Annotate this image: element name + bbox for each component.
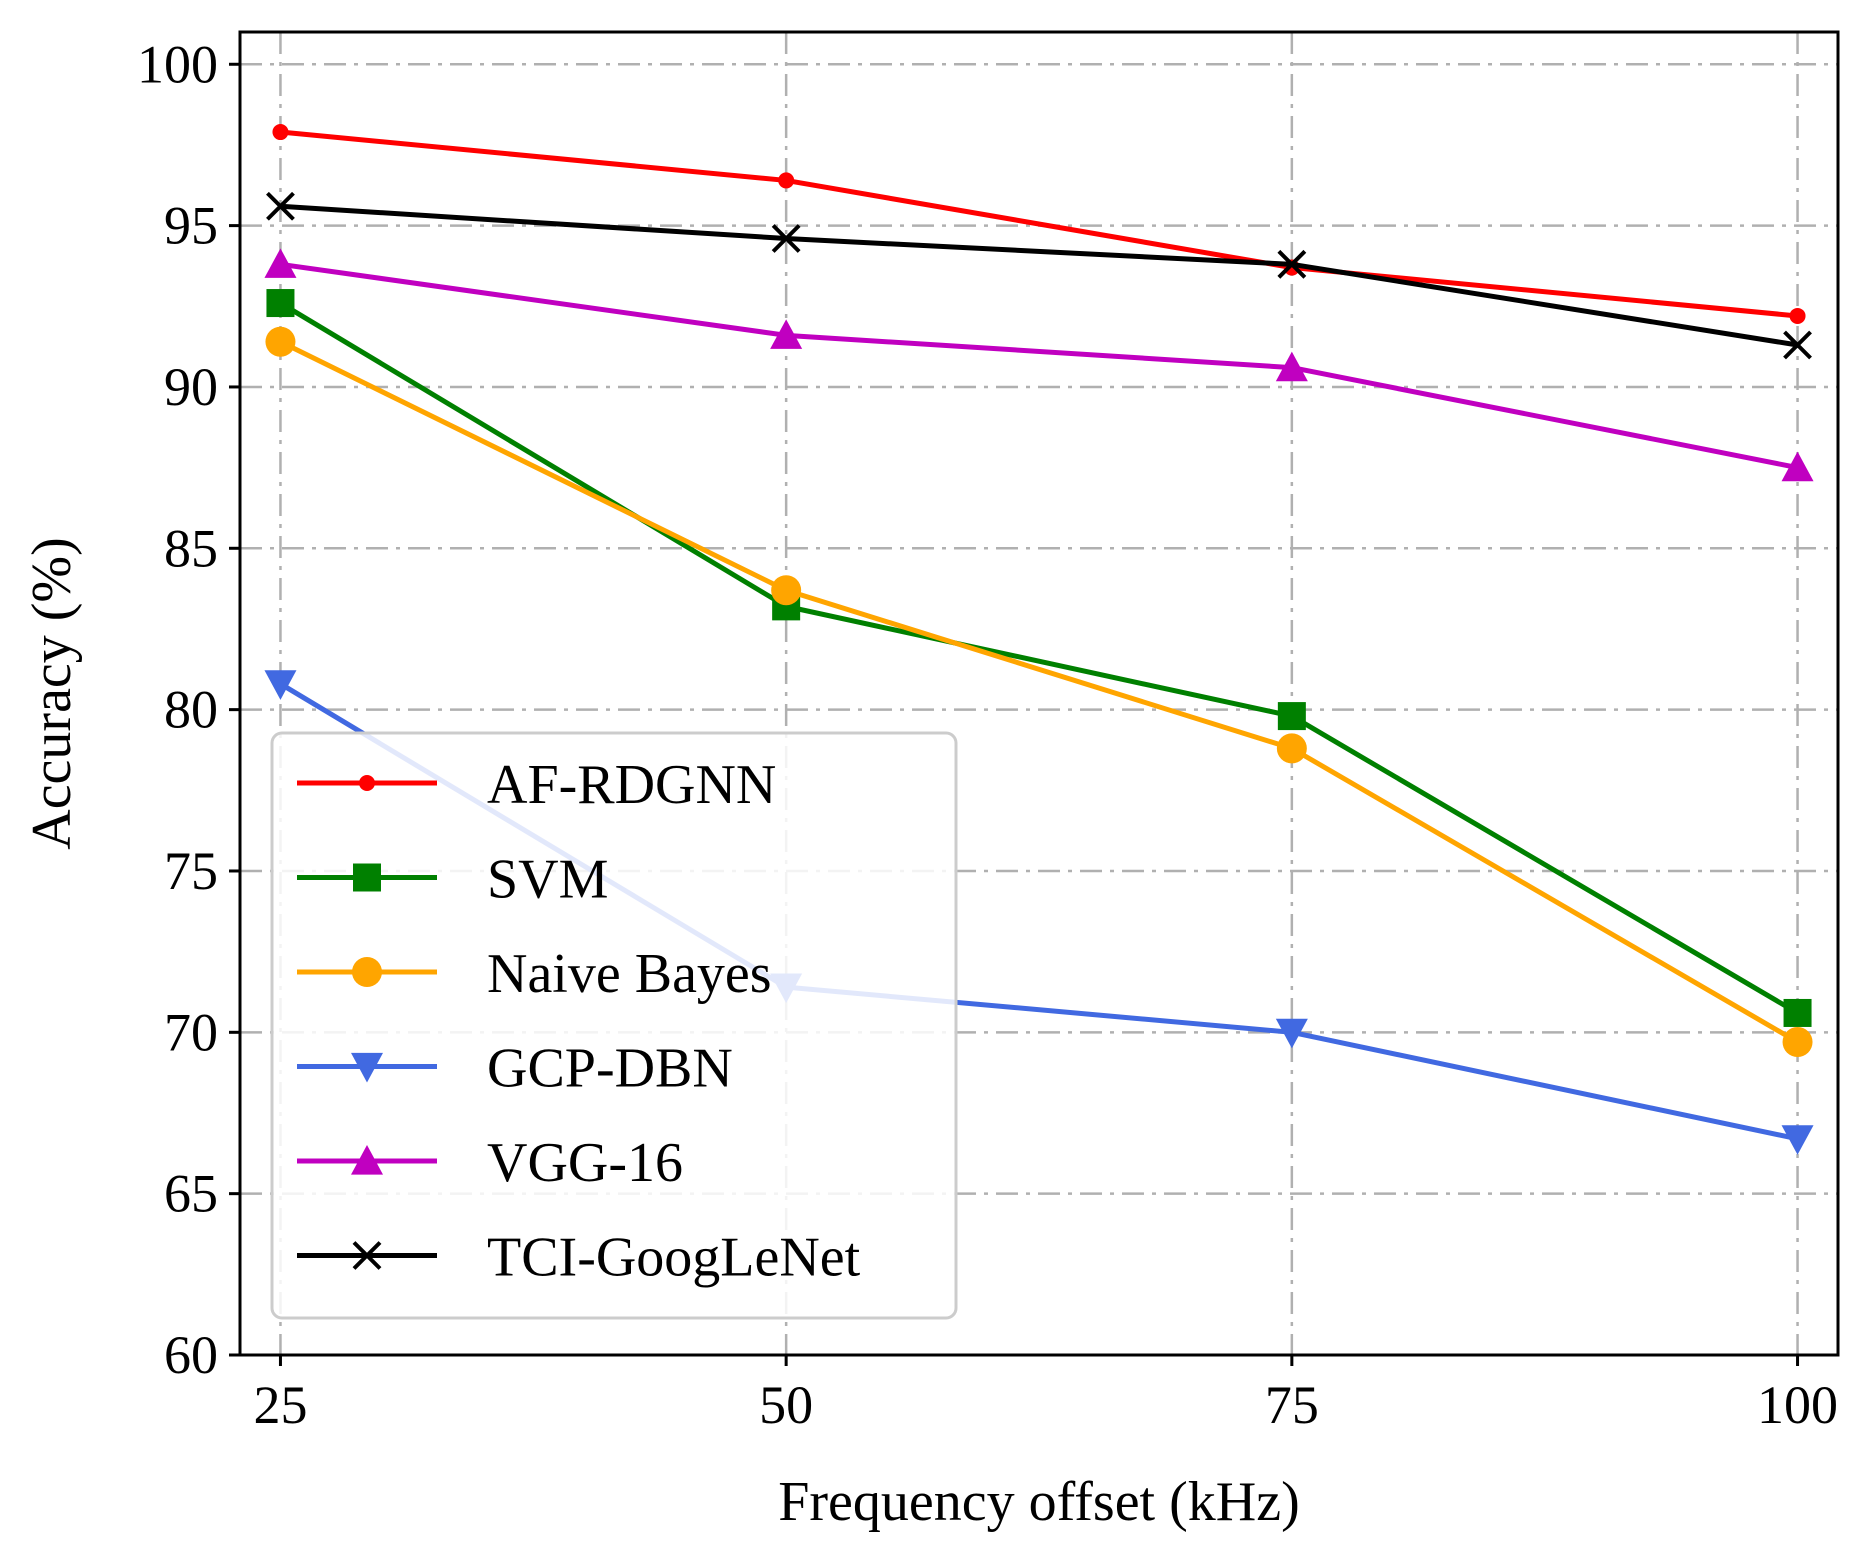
legend-entry-gcp-dbn: GCP-DBN <box>297 1038 733 1100</box>
x-tick-label: 25 <box>253 1375 307 1435</box>
series-vgg-16 <box>264 248 1814 482</box>
data-point-vgg-16 <box>1781 451 1814 482</box>
data-point-naive-bayes <box>771 575 802 606</box>
series-line-af-rdgnn <box>280 129 1798 319</box>
ticks: 25 50 75 100 60 65 70 75 80 85 90 95 100 <box>137 34 1838 1435</box>
plot-frame <box>238 30 1840 1357</box>
series-line-svm <box>279 300 1799 1016</box>
data-point-svm <box>1783 998 1812 1027</box>
series-line-naive-bayes <box>279 339 1799 1045</box>
y-tick-label: 70 <box>164 1002 218 1062</box>
legend: AF-RDGNN SVM Naive Bayes GCP-DBN VGG-16 TCI-G… <box>270 731 958 1320</box>
data-point-svm <box>266 289 295 318</box>
data-point-tci-googlenet <box>266 191 295 221</box>
x-tick-label: 75 <box>1265 1375 1319 1435</box>
x-axis-label: Frequency offset (kHz) <box>778 1471 1299 1533</box>
data-point-naive-bayes <box>1782 1026 1813 1057</box>
data-point-gcp-dbn <box>1275 1018 1308 1049</box>
data-point-tci-googlenet <box>771 224 801 253</box>
y-tick-label: 60 <box>164 1325 218 1385</box>
legend-marker-svm <box>353 863 381 892</box>
legend-label: VGG-16 <box>487 1132 683 1194</box>
data-point-tci-googlenet <box>1783 330 1812 360</box>
data-point-af-rdgnn <box>1789 307 1806 324</box>
legend-entry-naive-bayes: Naive Bayes <box>297 943 772 1005</box>
x-tick-label: 50 <box>759 1375 813 1435</box>
legend-label: SVM <box>487 849 608 911</box>
series-line-tci-googlenet <box>280 203 1798 348</box>
y-tick-label: 65 <box>164 1164 218 1224</box>
legend-label: Naive Bayes <box>487 943 772 1005</box>
legend-label: TCI-GoogLeNet <box>487 1227 861 1289</box>
y-tick-label: 75 <box>164 841 218 901</box>
legend-marker-af-rdgnn <box>359 775 375 791</box>
x-tick-label: 100 <box>1757 1375 1838 1435</box>
legend-marker-naive-bayes <box>352 957 382 987</box>
data-point-gcp-dbn <box>1781 1125 1814 1155</box>
y-tick-label: 80 <box>164 680 218 740</box>
y-axis-label: Accuracy (%) <box>21 537 83 849</box>
legend-label: AF-RDGNN <box>487 754 776 816</box>
legend-entry-tci-googlenet: TCI-GoogLeNet <box>297 1227 861 1289</box>
legend-entry-svm: SVM <box>297 849 608 911</box>
legend-marker-gcp-dbn <box>351 1052 383 1083</box>
y-tick-label: 85 <box>164 518 218 578</box>
data-point-naive-bayes <box>1276 733 1307 764</box>
series-svm <box>266 289 1812 1027</box>
data-point-gcp-dbn <box>264 670 297 700</box>
series-line-vgg-16 <box>280 261 1799 471</box>
series-naive-bayes <box>265 326 1813 1057</box>
data-point-tci-googlenet <box>1277 249 1307 279</box>
legend-marker-tci-googlenet <box>352 1241 382 1270</box>
series-af-rdgnn <box>272 124 1806 324</box>
y-tick-label: 90 <box>164 357 218 417</box>
data-point-vgg-16 <box>264 248 297 278</box>
data-point-vgg-16 <box>770 319 803 349</box>
legend-box <box>270 731 958 1320</box>
data-point-vgg-16 <box>1275 351 1308 382</box>
legend-entry-af-rdgnn: AF-RDGNN <box>297 754 776 816</box>
legend-marker-vgg-16 <box>351 1145 383 1175</box>
data-point-naive-bayes <box>265 326 296 357</box>
legend-label: GCP-DBN <box>487 1038 733 1100</box>
series-tci-googlenet <box>266 191 1812 360</box>
data-point-af-rdgnn <box>272 124 289 141</box>
y-tick-label: 95 <box>164 196 218 256</box>
legend-entry-vgg-16: VGG-16 <box>297 1132 683 1194</box>
data-point-af-rdgnn <box>778 172 795 189</box>
data-point-svm <box>1277 702 1306 731</box>
y-tick-label: 100 <box>137 34 218 94</box>
